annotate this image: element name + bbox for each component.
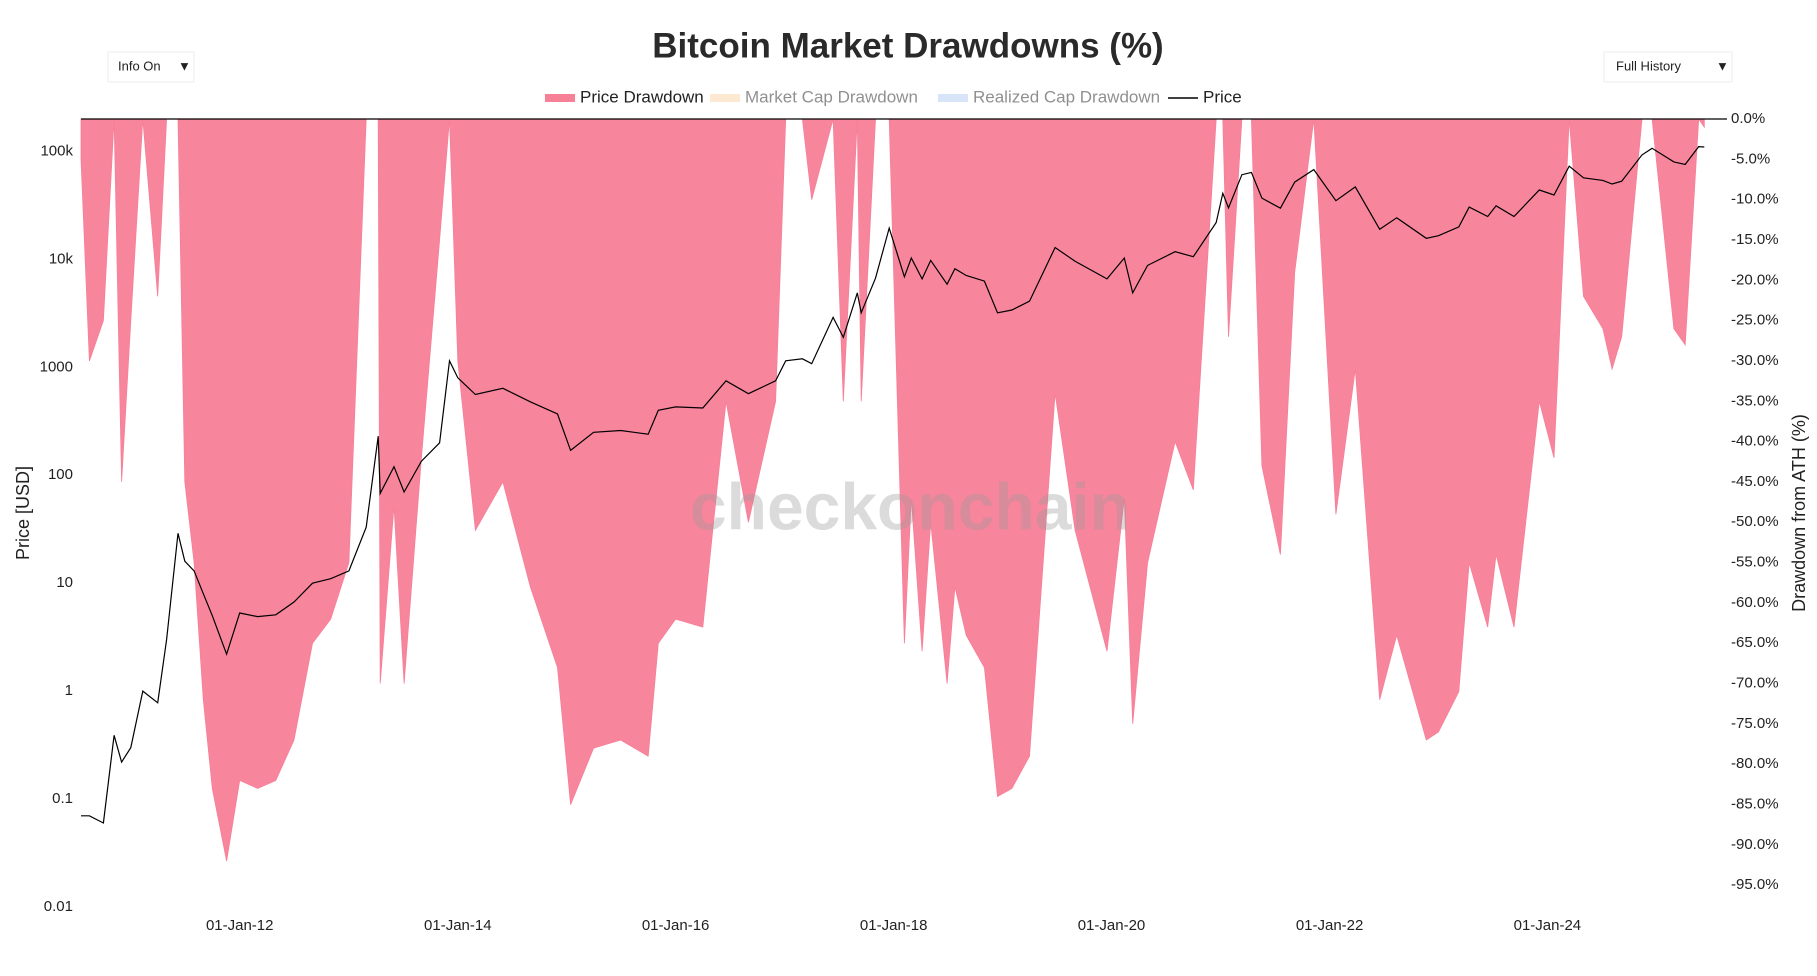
x-tick-label: 01-Jan-14 (424, 917, 492, 934)
y2-tick-label: -70.0% (1731, 675, 1779, 692)
y2-axis-title: Drawdown from ATH (%) (1789, 414, 1809, 612)
button-arrow[interactable]: ▼ (1716, 58, 1729, 73)
legend: Price Drawdown Market Cap Drawdown Realize… (545, 87, 1242, 106)
x-tick-label: 01-Jan-22 (1296, 917, 1364, 934)
drawdown-area (80, 117, 1705, 862)
button-label[interactable]: Full History (1616, 58, 1682, 73)
y2-tick-label: -20.0% (1731, 271, 1779, 288)
y2-tick-label: 0.0% (1731, 110, 1765, 127)
y-tick-label: 10 (56, 574, 73, 591)
y2-tick-label: -45.0% (1731, 473, 1779, 490)
price-line (81, 145, 1705, 824)
legend-label: Price Drawdown (580, 87, 704, 106)
y-tick-label: 0.1 (52, 790, 73, 807)
y-tick-label: 100 (48, 466, 73, 483)
x-tick-label: 01-Jan-16 (642, 917, 710, 934)
x-tick-label: 01-Jan-18 (860, 917, 928, 934)
y2-tick-label: -85.0% (1731, 796, 1779, 813)
y-tick-label: 100k (40, 142, 73, 159)
y-tick-label: 0.01 (44, 898, 73, 915)
y2-tick-label: -80.0% (1731, 755, 1779, 772)
legend-swatch (710, 94, 740, 102)
y2-tick-label: -5.0% (1731, 150, 1770, 167)
y2-tick-label: -30.0% (1731, 352, 1779, 369)
y2-tick-label: -40.0% (1731, 433, 1779, 450)
x-tick-label: 01-Jan-20 (1078, 917, 1146, 934)
legend-item[interactable]: Realized Cap Drawdown (938, 87, 1160, 106)
button-label[interactable]: Info On (118, 58, 161, 73)
legend-label: Price (1203, 87, 1242, 106)
y2-tick-label: -60.0% (1731, 594, 1779, 611)
button-box[interactable] (1603, 51, 1733, 83)
y-axis-title: Price [USD] (13, 466, 33, 560)
y-tick-label: 10k (49, 250, 74, 267)
chart-title: Bitcoin Market Drawdowns (%) (652, 26, 1163, 65)
y2-tick-label: -95.0% (1731, 876, 1779, 893)
legend-item[interactable]: Price Drawdown (545, 87, 704, 106)
legend-item[interactable]: Price (1168, 87, 1242, 106)
y2-tick-label: -50.0% (1731, 513, 1779, 530)
y2-tick-label: -15.0% (1731, 231, 1779, 248)
y-tick-label: 1000 (40, 358, 73, 375)
y2-tick-label: -55.0% (1731, 554, 1779, 571)
info-button[interactable]: Info On ▼ (107, 51, 195, 83)
watermark: checkonchain (690, 469, 1130, 543)
plot-area (80, 117, 1705, 862)
y2-tick-label: -75.0% (1731, 715, 1779, 732)
x-tick-label: 01-Jan-12 (206, 917, 274, 934)
y2-tick-label: -10.0% (1731, 191, 1779, 208)
y-tick-label: 1 (65, 682, 73, 699)
legend-label: Market Cap Drawdown (745, 87, 918, 106)
legend-item[interactable]: Market Cap Drawdown (710, 87, 918, 106)
x-tick-label: 01-Jan-24 (1514, 917, 1582, 934)
y2-tick-label: -35.0% (1731, 392, 1779, 409)
y2-tick-label: -65.0% (1731, 634, 1779, 651)
button-arrow[interactable]: ▼ (178, 58, 191, 73)
y2-tick-label: -90.0% (1731, 836, 1779, 853)
range-button[interactable]: Full History ▼ (1603, 51, 1733, 83)
y2-tick-label: -25.0% (1731, 312, 1779, 329)
legend-swatch (545, 94, 575, 102)
legend-swatch (938, 94, 968, 102)
legend-label: Realized Cap Drawdown (973, 87, 1160, 106)
button-box[interactable] (107, 51, 195, 83)
